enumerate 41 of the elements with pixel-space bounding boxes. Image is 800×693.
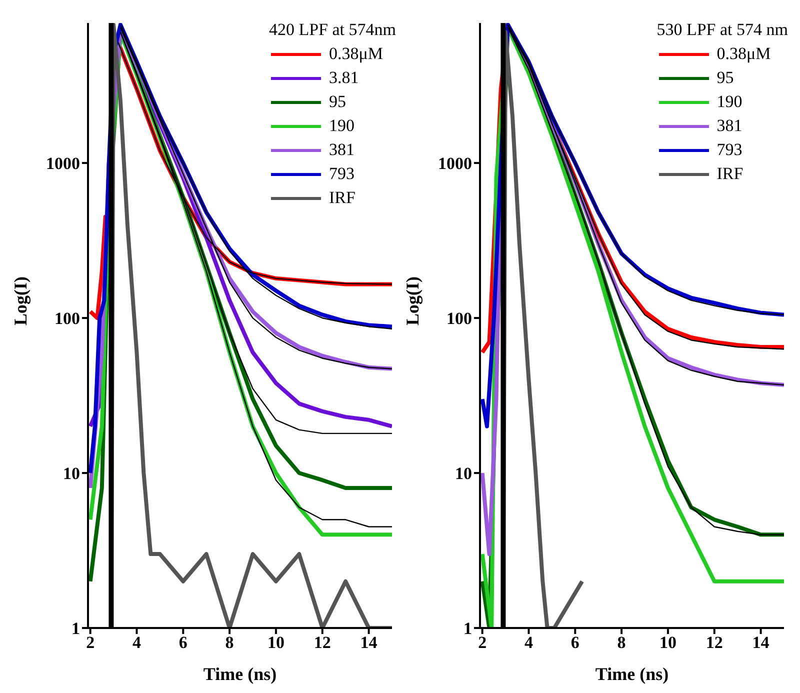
legend-label: IRF [716, 163, 744, 185]
y-tick-label: 1 [464, 619, 472, 638]
x-axis-title: Time (ns) [595, 664, 669, 684]
legend-label: 190 [716, 91, 742, 113]
legend-label: 0.38μM [716, 43, 771, 65]
legend-label: 793 [716, 139, 742, 161]
y-axis-title: Log(I) [10, 276, 30, 326]
y-tick-label: 1000 [438, 154, 472, 174]
y-tick-label: 1 [72, 619, 80, 638]
x-tick-label: 6 [178, 633, 188, 652]
legend-label: 190 [328, 115, 354, 137]
legend-label: 381 [716, 115, 742, 137]
x-tick-label: 4 [524, 633, 534, 652]
y-tick-label: 100 [446, 309, 472, 328]
x-tick-label: 10 [267, 633, 284, 652]
legend-label: 793 [328, 163, 354, 185]
x-tick-label: 12 [706, 633, 723, 652]
x-tick-label: 2 [478, 633, 487, 652]
legend-title: 530 LPF at 574 nm [656, 19, 788, 41]
x-axis-title: Time (ns) [203, 664, 277, 684]
legend-title: 420 LPF at 574nm [268, 19, 396, 41]
x-tick-label: 14 [752, 633, 770, 652]
y-tick-label: 1000 [46, 154, 80, 174]
legend-label: 95 [716, 67, 734, 89]
legend-label: 95 [328, 91, 346, 113]
y-axis-title: Log(I) [402, 276, 422, 326]
y-tick-label: 10 [455, 464, 472, 484]
x-tick-label: 6 [570, 633, 580, 652]
x-tick-label: 8 [617, 633, 626, 652]
legend-label: 0.38μM [328, 43, 383, 65]
x-tick-label: 2 [86, 633, 95, 652]
x-tick-label: 8 [225, 633, 234, 652]
legend-label: 381 [328, 139, 354, 161]
x-tick-label: 12 [314, 633, 331, 652]
y-tick-label: 10 [63, 464, 80, 484]
y-tick-label: 100 [54, 309, 80, 328]
legend-label: IRF [328, 187, 356, 209]
x-tick-label: 14 [360, 633, 378, 652]
x-tick-label: 10 [659, 633, 676, 652]
legend-label: 3.81 [328, 67, 359, 89]
x-tick-label: 4 [132, 633, 142, 652]
